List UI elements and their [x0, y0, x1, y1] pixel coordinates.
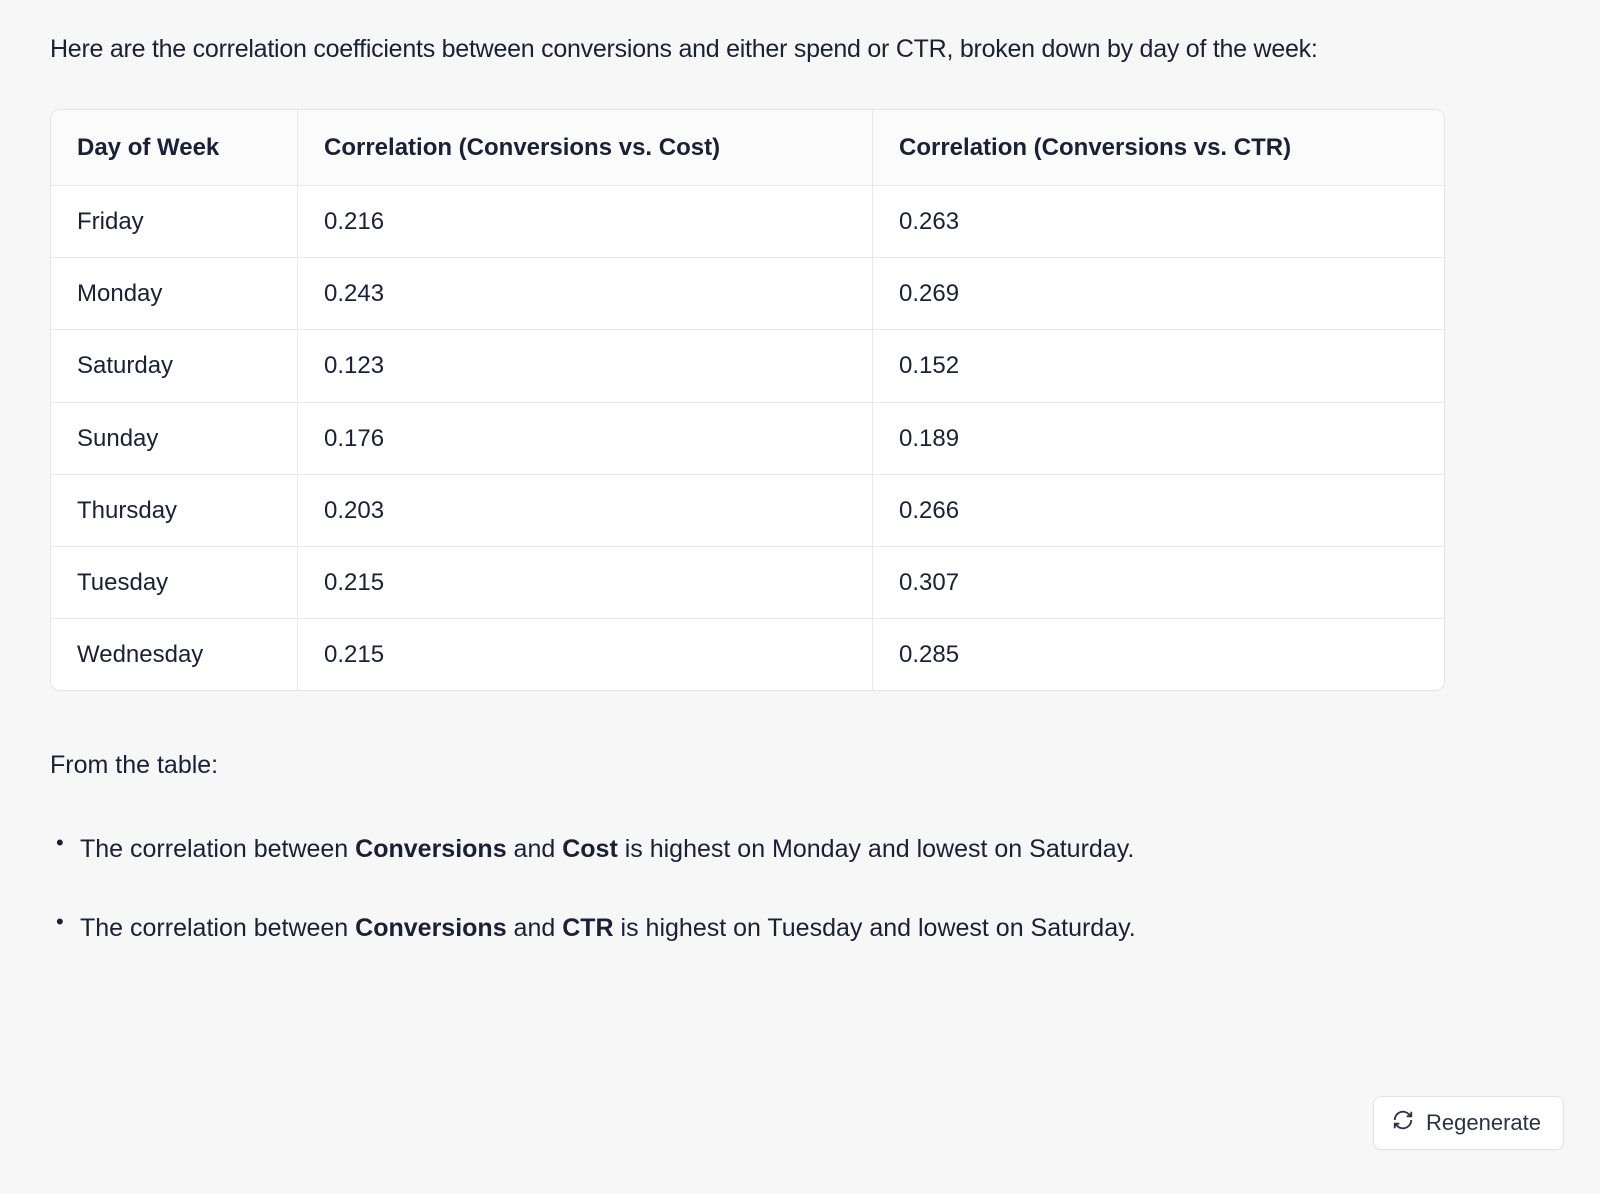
cell-cost: 0.176 [298, 403, 873, 475]
bold-term: Conversions [355, 835, 506, 863]
text: The correlation between [80, 835, 355, 863]
cell-ctr: 0.189 [873, 403, 1444, 475]
cell-day: Sunday [51, 403, 298, 475]
col-header-cost: Correlation (Conversions vs. Cost) [298, 110, 873, 186]
cell-day: Friday [51, 186, 298, 258]
refresh-icon [1392, 1109, 1414, 1137]
cell-cost: 0.243 [298, 258, 873, 330]
cell-ctr: 0.307 [873, 547, 1444, 619]
correlation-table: Day of Week Correlation (Conversions vs.… [50, 109, 1445, 692]
cell-day: Wednesday [51, 619, 298, 690]
cell-day: Monday [51, 258, 298, 330]
col-header-ctr: Correlation (Conversions vs. CTR) [873, 110, 1444, 186]
cell-ctr: 0.266 [873, 475, 1444, 547]
text: is highest on Monday and lowest on Satur… [618, 835, 1135, 863]
intro-paragraph: Here are the correlation coefficients be… [50, 30, 1430, 69]
table-row: Thursday0.2030.266 [51, 475, 1444, 547]
bold-term: Conversions [355, 914, 506, 942]
bold-term: Cost [562, 835, 618, 863]
table-row: Saturday0.1230.152 [51, 330, 1444, 402]
cell-cost: 0.203 [298, 475, 873, 547]
text: is highest on Tuesday and lowest on Satu… [614, 914, 1136, 942]
table-row: Wednesday0.2150.285 [51, 619, 1444, 690]
list-item: The correlation between Conversions and … [50, 830, 1430, 869]
cell-cost: 0.215 [298, 619, 873, 690]
table-row: Friday0.2160.263 [51, 186, 1444, 258]
regenerate-button[interactable]: Regenerate [1373, 1096, 1564, 1150]
text: and [507, 914, 563, 942]
cell-ctr: 0.285 [873, 619, 1444, 690]
from-table-label: From the table: [50, 746, 1550, 785]
cell-ctr: 0.269 [873, 258, 1444, 330]
table-row: Monday0.2430.269 [51, 258, 1444, 330]
cell-day: Saturday [51, 330, 298, 402]
correlation-table-wrap: Day of Week Correlation (Conversions vs.… [50, 109, 1550, 692]
cell-cost: 0.215 [298, 547, 873, 619]
bold-term: CTR [562, 914, 613, 942]
summary-list: The correlation between Conversions and … [50, 830, 1430, 948]
cell-day: Thursday [51, 475, 298, 547]
cell-cost: 0.123 [298, 330, 873, 402]
cell-ctr: 0.152 [873, 330, 1444, 402]
text: and [507, 835, 563, 863]
cell-day: Tuesday [51, 547, 298, 619]
table-row: Sunday0.1760.189 [51, 403, 1444, 475]
list-item: The correlation between Conversions and … [50, 909, 1430, 948]
table-row: Tuesday0.2150.307 [51, 547, 1444, 619]
table-header-row: Day of Week Correlation (Conversions vs.… [51, 110, 1444, 186]
text: The correlation between [80, 914, 355, 942]
regenerate-label: Regenerate [1426, 1110, 1541, 1136]
col-header-day: Day of Week [51, 110, 298, 186]
cell-ctr: 0.263 [873, 186, 1444, 258]
cell-cost: 0.216 [298, 186, 873, 258]
